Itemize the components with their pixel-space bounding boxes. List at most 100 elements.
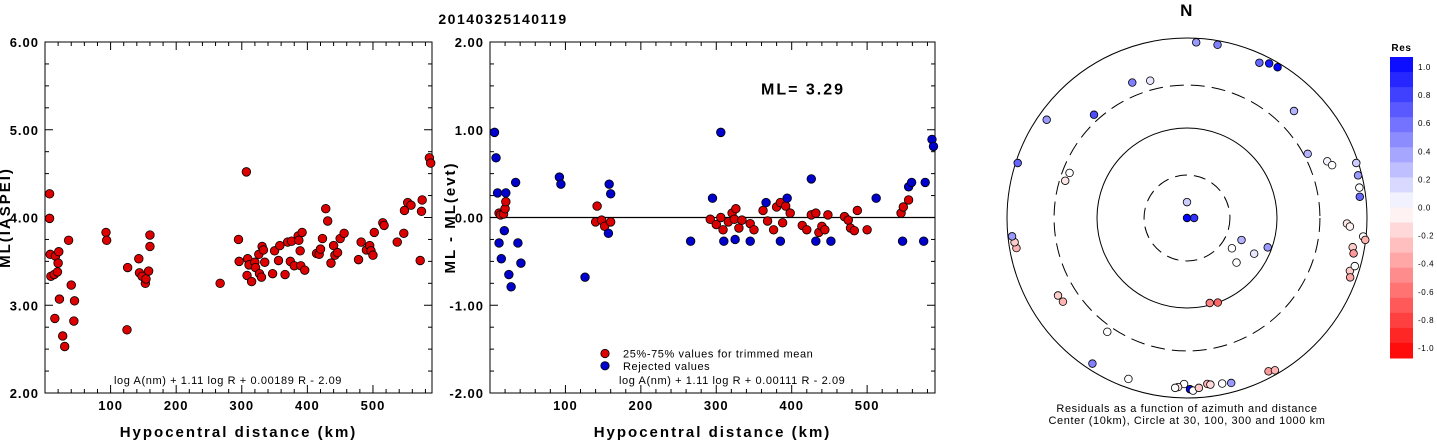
data-point [745,236,755,246]
data-point [898,202,909,212]
colorbar-label: 0.8 [1418,91,1431,100]
colorbar-title: Res [1391,43,1411,54]
data-point [356,237,366,247]
station-point [1303,149,1312,159]
x-tick-label: 500 [361,398,386,413]
colorbar-label: 0.0 [1418,204,1431,213]
data-point [101,227,111,238]
data-point [749,225,759,235]
range-circle-30km [1143,174,1231,262]
station-point [1213,298,1222,307]
station-point [1289,106,1299,116]
data-point [906,177,917,188]
data-point [605,189,616,199]
y-tick-label: 5.00 [10,123,39,138]
colorbar-label: -0.2 [1418,232,1434,241]
data-point [134,254,144,264]
station-point [1103,327,1112,337]
station-point [1345,222,1355,231]
data-point [369,227,379,238]
data-point [592,201,602,211]
data-point [504,269,514,280]
data-point [777,218,788,228]
data-point [685,236,696,246]
station-point [1349,249,1358,258]
legend-marker [600,348,610,359]
station-point [1058,297,1068,306]
station-point [1146,76,1155,85]
data-point [501,197,511,207]
range-circle-100km [1096,127,1278,309]
data-point [871,193,881,203]
data-point [719,236,729,246]
station-point [1042,115,1051,124]
data-point [59,341,70,352]
colorbar-segment [1390,342,1413,359]
data-point [605,217,616,227]
station-point [1255,58,1264,67]
colorbar-segment [1390,162,1413,178]
colorbar-segment [1390,297,1413,314]
x-axis-label: Hypocentral distance (km) [120,424,358,441]
x-tick-label: 300 [704,398,729,413]
colorbar-segment [1390,132,1413,148]
formula-label: log A(nm) + 1.11 log R + 0.00189 R - 2.0… [114,375,342,387]
data-point [258,245,269,255]
x-tick-label: 200 [164,398,189,413]
colorbar-label: 0.6 [1418,119,1431,128]
station-point [1350,261,1359,271]
data-point [823,210,833,220]
data-point [897,236,908,246]
colorbar-label: -1.0 [1418,344,1434,353]
station-point [1273,63,1282,72]
data-point [234,256,244,267]
data-point [399,228,409,238]
data-point [368,250,378,260]
data-point [802,225,812,235]
station-point [1249,249,1259,258]
y-axis-label: ML(IASPEI) [0,167,14,268]
data-point [328,240,339,251]
data-point [417,195,427,205]
station-point [1007,232,1017,241]
data-point [392,237,402,247]
data-point [775,236,786,246]
data-point [399,205,410,216]
data-point [353,254,364,265]
data-point [707,193,718,203]
data-point [920,177,930,188]
colorbar-segment [1390,327,1413,344]
x-tick-label: 200 [628,398,653,413]
y-tick-label: 1.00 [455,123,484,138]
data-point [122,325,132,335]
data-point [711,219,721,230]
station-point [1355,192,1365,201]
colorbar-segment [1390,312,1413,329]
station-point [1355,183,1364,192]
data-point [501,188,511,198]
y-axis-label: ML - ML(evt) [442,161,459,273]
colorbar-segment [1390,252,1413,269]
station-point [1361,235,1370,245]
station-point [1263,243,1272,252]
colorbar-segment [1390,222,1413,239]
left-panel-ml-iaspei: 2.00 3.00 4.00 5.00 6.00 100 200 300 400 500 ML(IA… [0,35,436,441]
data-point [496,254,507,264]
data-point [101,235,112,246]
data-point [785,208,795,218]
north-label: N [1180,1,1194,20]
y-tick-label: 3.00 [10,298,39,313]
legend-marker [600,361,610,371]
data-point [556,179,566,189]
station-point [1227,244,1237,253]
data-point [280,269,290,280]
station-point [1170,383,1180,393]
station-point [1189,213,1199,223]
data-point [716,127,726,138]
y-tick-label: 0.00 [455,211,484,226]
colorbar-label: -0.4 [1418,260,1434,269]
data-point [53,258,63,268]
data-point [768,225,779,235]
plot-frame [44,41,433,394]
